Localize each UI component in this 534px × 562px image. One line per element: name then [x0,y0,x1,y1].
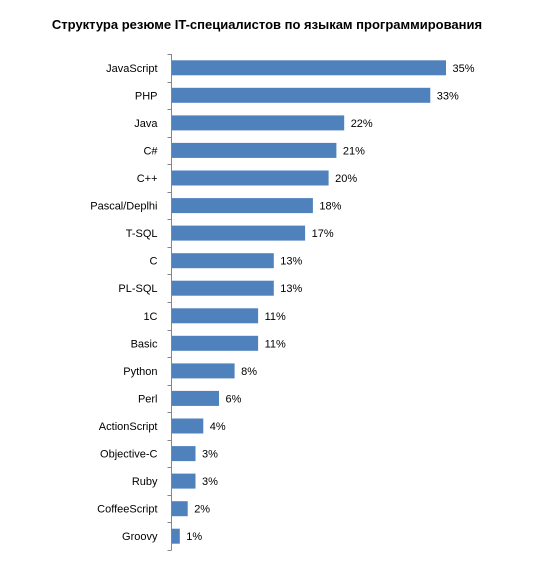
bar-php [172,87,431,103]
bar-pascal-deplhi [172,198,313,214]
bars-layer [172,60,446,544]
data-label: 17% [312,228,334,240]
bar-basic [172,335,259,351]
data-label: 3% [202,449,218,461]
chart-title: Структура резюме IT-специалистов по язык… [51,17,483,32]
bar-c- [172,170,329,186]
data-label: 18% [319,201,341,213]
category-label: JavaScript [106,63,157,75]
category-label: 1C [143,311,157,323]
data-label: 6% [226,393,242,405]
category-label: C# [143,145,158,157]
category-label: Pascal/Deplhi [90,201,157,213]
data-label: 2% [194,504,210,516]
bar-coffeescript [172,501,188,517]
category-label: Perl [138,393,158,405]
category-label: C [150,256,158,268]
category-label: ActionScript [99,421,158,433]
data-label: 3% [202,476,218,488]
category-label: CoffeeScript [97,504,157,516]
category-label: PL-SQL [118,283,157,295]
data-label: 13% [280,256,302,268]
bar-c [172,253,274,269]
bar-c- [172,142,337,158]
category-label: C++ [137,173,158,185]
category-label: T-SQL [126,228,158,240]
data-label: 33% [437,90,459,102]
labels-layer: JavaScript 35% PHP 33% Java 22% C# 21% C++ 20% Pas… [90,63,475,543]
data-label: 22% [351,118,373,130]
bar-1c [172,308,259,324]
bar-python [172,363,235,379]
category-label: Ruby [132,476,158,488]
bar-objective-c [172,446,196,462]
bar-java [172,115,345,131]
data-label: 35% [453,63,475,75]
data-label: 21% [343,145,365,157]
bar-actionscript [172,418,204,434]
ticks-layer [167,54,172,551]
bar-javascript [172,60,446,76]
bar-groovy [172,528,180,544]
data-label: 8% [241,366,257,378]
category-label: PHP [135,90,158,102]
category-label: Python [123,366,157,378]
category-label: Java [134,118,158,130]
data-label: 11% [265,338,286,350]
bar-ruby [172,473,196,489]
data-label: 4% [210,421,226,433]
data-label: 1% [186,531,202,543]
bar-t-sql [172,225,306,241]
bar-perl [172,390,219,406]
data-label: 20% [335,173,357,185]
category-label: Objective-C [100,449,158,461]
bar-pl-sql [172,280,274,296]
data-label: 11% [265,311,286,323]
category-label: Basic [131,338,158,350]
data-label: 13% [280,283,302,295]
category-label: Groovy [122,531,158,543]
